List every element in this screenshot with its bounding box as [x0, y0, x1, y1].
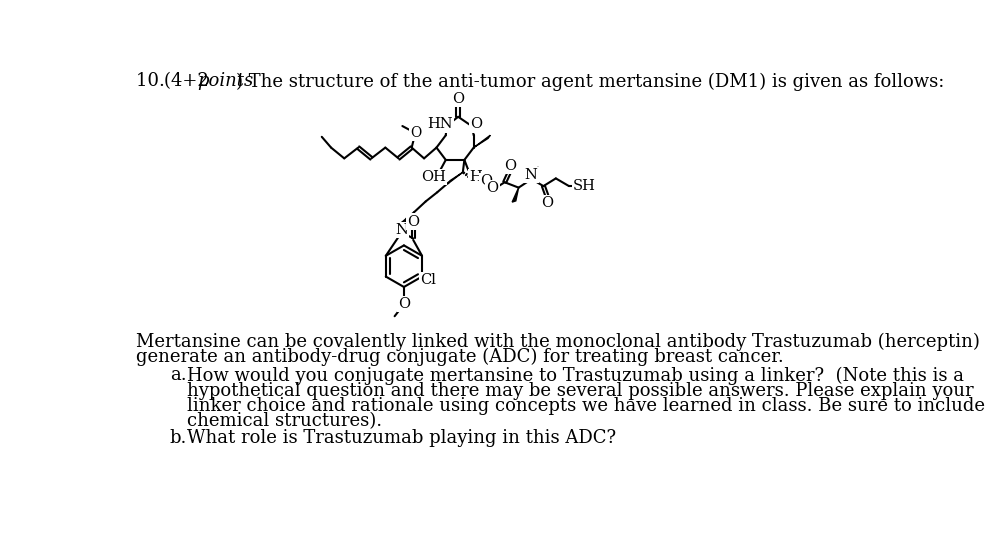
Text: 10.: 10.	[136, 72, 176, 90]
Text: chemical structures).: chemical structures).	[186, 412, 382, 431]
Text: (4+2: (4+2	[164, 72, 214, 90]
Text: O: O	[469, 118, 481, 132]
Polygon shape	[473, 135, 490, 148]
Text: b.: b.	[170, 430, 187, 447]
Text: Mertansine can be covalently linked with the monoclonal antibody Trastuzumab (he: Mertansine can be covalently linked with…	[136, 332, 986, 351]
Text: SH: SH	[573, 179, 596, 193]
Text: O: O	[504, 159, 516, 173]
Text: How would you conjugate mertansine to Trastuzumab using a linker?  (Note this is: How would you conjugate mertansine to Tr…	[186, 366, 963, 384]
Text: O: O	[540, 196, 553, 210]
Text: N: N	[524, 168, 537, 183]
Text: a.: a.	[170, 366, 186, 384]
Text: hypothetical question and there may be several possible answers. Please explain : hypothetical question and there may be s…	[186, 382, 972, 400]
Text: points: points	[197, 72, 253, 90]
Text: O: O	[397, 297, 409, 311]
Text: Cl: Cl	[420, 273, 436, 287]
Text: H: H	[468, 170, 481, 184]
Text: O: O	[452, 92, 463, 106]
Text: O: O	[479, 175, 492, 188]
Text: O: O	[409, 126, 421, 140]
Text: What role is Trastuzumab playing in this ADC?: What role is Trastuzumab playing in this…	[186, 430, 615, 447]
Text: O: O	[486, 182, 498, 195]
Text: HN: HN	[427, 118, 453, 132]
Polygon shape	[512, 187, 518, 202]
Text: N: N	[394, 223, 407, 237]
Text: ) The structure of the anti-tumor agent mertansine (DM1) is given as follows:: ) The structure of the anti-tumor agent …	[236, 72, 944, 91]
Polygon shape	[448, 172, 462, 184]
Text: generate an antibody-drug conjugate (ADC) for treating breast cancer.: generate an antibody-drug conjugate (ADC…	[136, 348, 783, 366]
Text: O: O	[407, 214, 419, 229]
Text: OH: OH	[420, 170, 446, 184]
Text: linker choice and rationale using concepts we have learned in class. Be sure to : linker choice and rationale using concep…	[186, 397, 986, 415]
